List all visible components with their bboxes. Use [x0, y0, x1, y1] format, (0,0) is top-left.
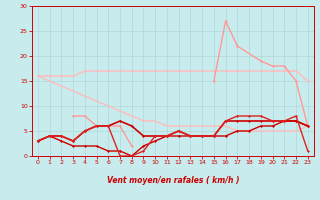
- X-axis label: Vent moyen/en rafales ( km/h ): Vent moyen/en rafales ( km/h ): [107, 176, 239, 185]
